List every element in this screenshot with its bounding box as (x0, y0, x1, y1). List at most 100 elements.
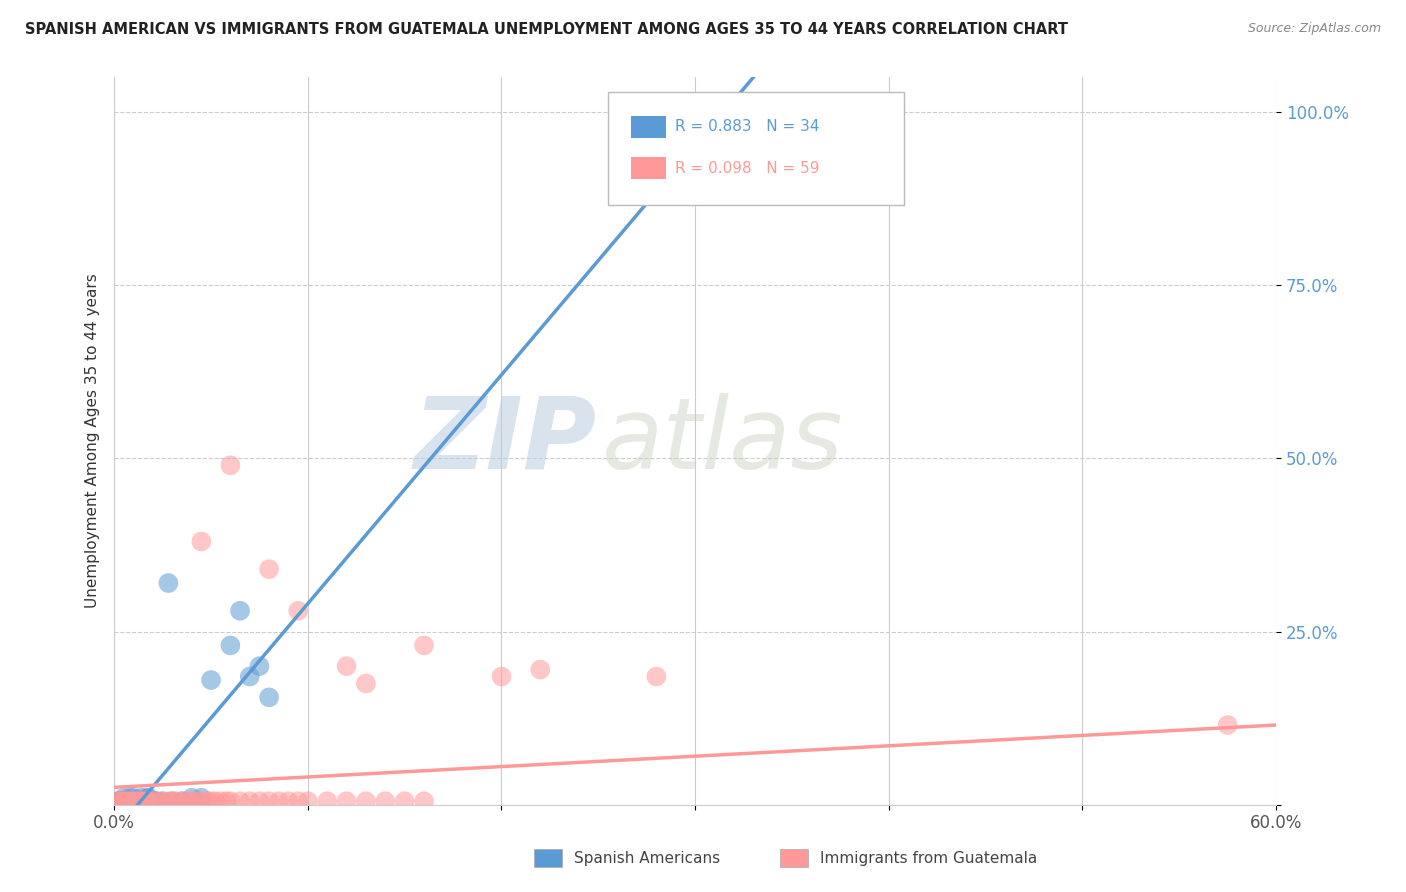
Point (645, 669, 668, 683)
Point (287, 794, 309, 808)
Point (108, 794, 131, 808)
Point (117, 794, 139, 808)
Text: SPANISH AMERICAN VS IMMIGRANTS FROM GUATEMALA UNEMPLOYMENT AMONG AGES 35 TO 44 Y: SPANISH AMERICAN VS IMMIGRANTS FROM GUAT… (25, 22, 1069, 37)
Point (112, 794, 135, 808)
Point (316, 794, 339, 808)
Point (132, 794, 155, 808)
Point (114, 794, 136, 808)
Point (118, 794, 141, 808)
Point (157, 576, 180, 591)
Point (121, 794, 143, 808)
Point (354, 676, 377, 690)
Point (229, 794, 252, 808)
Point (128, 794, 150, 808)
Point (142, 794, 165, 808)
Point (180, 794, 202, 808)
Point (200, 673, 222, 687)
Point (142, 794, 165, 808)
Point (138, 790, 160, 805)
Point (219, 794, 242, 808)
Point (257, 562, 280, 576)
Point (114, 794, 136, 808)
Point (128, 794, 150, 808)
Point (335, 659, 357, 673)
Point (122, 790, 145, 805)
Point (257, 690, 280, 705)
FancyBboxPatch shape (631, 157, 666, 179)
Point (675, 126, 697, 140)
Point (108, 794, 131, 808)
Point (209, 794, 232, 808)
Point (394, 794, 416, 808)
Point (132, 794, 155, 808)
Point (118, 790, 141, 805)
Text: Immigrants from Guatemala: Immigrants from Guatemala (820, 851, 1038, 865)
Point (190, 790, 212, 805)
Point (177, 794, 200, 808)
Point (170, 794, 193, 808)
Point (374, 794, 396, 808)
Point (111, 794, 134, 808)
Point (121, 794, 143, 808)
Point (129, 794, 152, 808)
Point (219, 639, 242, 653)
Point (124, 794, 146, 808)
Point (122, 794, 145, 808)
Point (136, 790, 159, 805)
Y-axis label: Unemployment Among Ages 35 to 44 years: Unemployment Among Ages 35 to 44 years (86, 274, 100, 608)
Point (157, 794, 180, 808)
Point (413, 639, 436, 653)
Point (112, 790, 135, 805)
Point (249, 659, 271, 673)
Point (239, 794, 262, 808)
Point (152, 794, 174, 808)
Point (249, 794, 271, 808)
Point (134, 794, 156, 808)
Point (204, 794, 226, 808)
Point (122, 794, 145, 808)
Point (215, 794, 238, 808)
Text: R = 0.883   N = 34: R = 0.883 N = 34 (675, 120, 820, 135)
Point (134, 794, 156, 808)
Point (413, 794, 436, 808)
Point (146, 794, 169, 808)
Point (127, 794, 149, 808)
Point (529, 663, 551, 677)
Point (229, 604, 252, 618)
Point (195, 794, 218, 808)
Point (287, 604, 309, 618)
Point (239, 669, 262, 683)
Text: ZIP: ZIP (413, 392, 596, 490)
Point (162, 794, 184, 808)
Point (190, 794, 212, 808)
Point (354, 794, 377, 808)
Text: R = 0.098   N = 59: R = 0.098 N = 59 (675, 161, 820, 176)
Point (136, 794, 159, 808)
Text: atlas: atlas (602, 392, 844, 490)
Point (190, 534, 212, 549)
Point (170, 794, 193, 808)
Point (165, 794, 187, 808)
Point (127, 794, 149, 808)
Point (107, 794, 129, 808)
FancyBboxPatch shape (631, 116, 666, 137)
Point (267, 794, 290, 808)
Point (162, 794, 184, 808)
Point (118, 794, 141, 808)
Point (146, 794, 169, 808)
Point (112, 794, 135, 808)
Point (129, 790, 152, 805)
Point (335, 794, 357, 808)
Point (491, 669, 513, 683)
Point (277, 794, 299, 808)
Point (297, 794, 319, 808)
Point (219, 458, 242, 473)
Point (107, 794, 129, 808)
Point (117, 794, 139, 808)
Point (111, 794, 134, 808)
Point (200, 794, 222, 808)
Point (184, 794, 207, 808)
Text: Source: ZipAtlas.com: Source: ZipAtlas.com (1247, 22, 1381, 36)
Text: Spanish Americans: Spanish Americans (574, 851, 720, 865)
Point (257, 794, 280, 808)
